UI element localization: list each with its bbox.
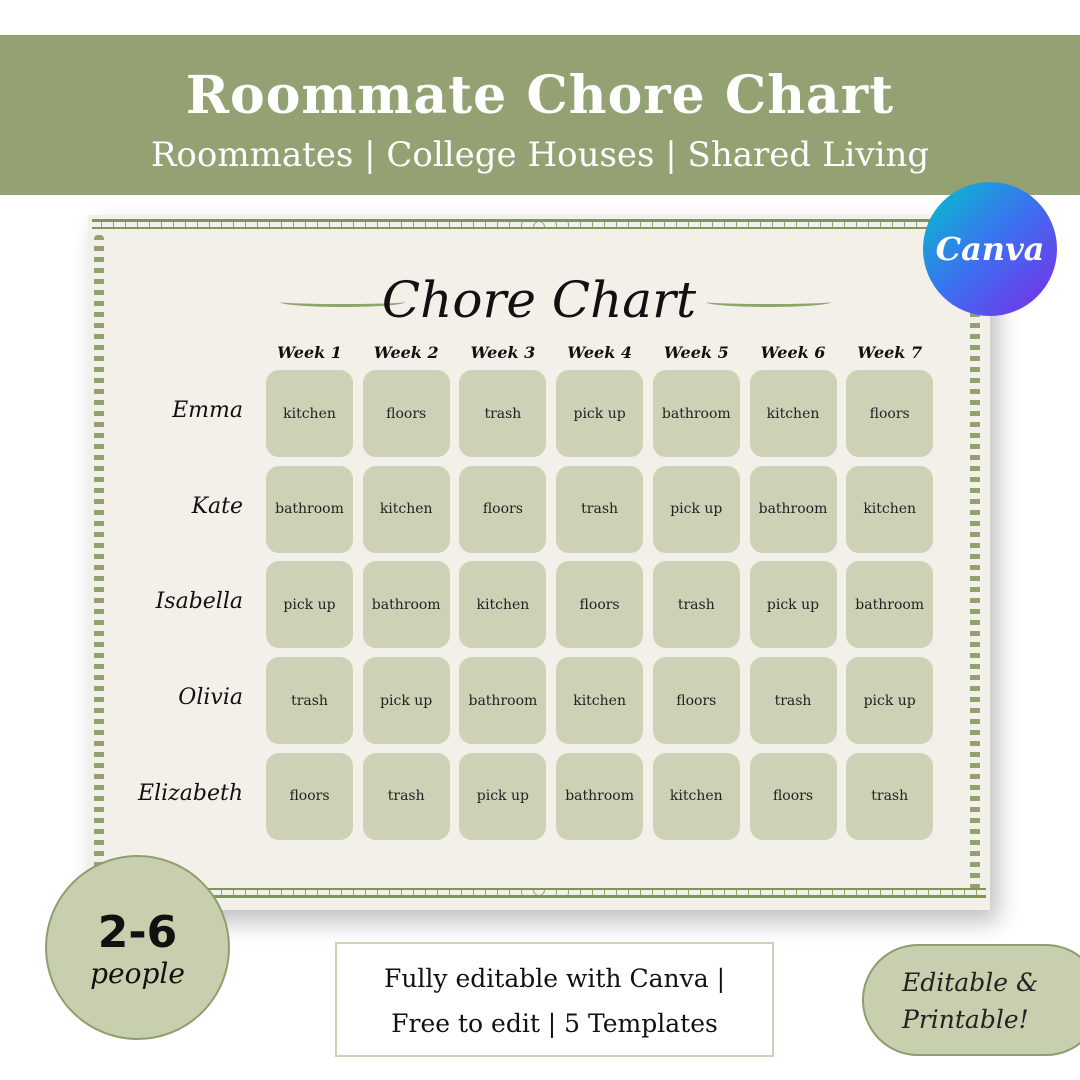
right-swash-ornament bbox=[706, 297, 831, 307]
chore-cell: trash bbox=[846, 752, 934, 840]
chore-cell: kitchen bbox=[362, 465, 450, 553]
people-badge: 2-6 people bbox=[45, 855, 230, 1040]
editable-printable-pill: Editable & Printable! bbox=[862, 944, 1080, 1056]
header-banner: Roommate Chore Chart Roommates | College… bbox=[0, 35, 1080, 195]
chore-cell: kitchen bbox=[459, 561, 547, 649]
roommate-name: Olivia bbox=[178, 685, 243, 711]
bottom-border bbox=[92, 888, 986, 898]
right-vine-border bbox=[970, 235, 980, 890]
week-header: Week 6 bbox=[760, 343, 826, 362]
chore-cell: kitchen bbox=[556, 657, 644, 745]
chore-cell: pick up bbox=[652, 465, 740, 553]
roommate-name: Kate bbox=[191, 493, 243, 519]
chore-cell: kitchen bbox=[266, 370, 353, 457]
chore-cell: trash bbox=[652, 561, 740, 649]
top-border bbox=[92, 219, 986, 229]
roommate-name: Isabella bbox=[155, 589, 243, 615]
chore-cell: bathroom bbox=[556, 752, 644, 840]
week-header: Week 5 bbox=[663, 343, 729, 362]
roommate-name: Elizabeth bbox=[138, 780, 243, 806]
chore-cell: pick up bbox=[846, 657, 934, 745]
chore-cell: trash bbox=[556, 465, 644, 553]
chore-cell: pick up bbox=[266, 561, 353, 649]
page-subtitle: Roommates | College Houses | Shared Livi… bbox=[150, 135, 930, 175]
chore-cell: pick up bbox=[459, 752, 547, 840]
chore-cell: floors bbox=[556, 561, 644, 649]
chore-cell: kitchen bbox=[749, 370, 837, 457]
chore-cell: pick up bbox=[556, 370, 644, 457]
chore-cell: pick up bbox=[749, 561, 837, 649]
page-title: Roommate Chore Chart bbox=[185, 65, 895, 126]
chore-chart-preview: Chore Chart Week 1 Week 2 Week 3 Week 4 Week… bbox=[88, 215, 990, 910]
canva-logo-text: Canva bbox=[935, 230, 1045, 268]
info-line-1: Fully editable with Canva | bbox=[383, 964, 725, 993]
chart-title: Chore Chart bbox=[381, 271, 697, 329]
chore-cell: floors bbox=[749, 752, 837, 840]
chore-cell: kitchen bbox=[652, 752, 740, 840]
chore-cell: floors bbox=[362, 370, 450, 457]
chore-cell: floors bbox=[266, 752, 353, 840]
chore-cell: trash bbox=[459, 370, 547, 457]
chore-cell: floors bbox=[652, 657, 740, 745]
chore-cell: trash bbox=[362, 752, 450, 840]
roommate-name: Emma bbox=[172, 398, 243, 423]
people-label: people bbox=[90, 957, 185, 990]
chore-cell: bathroom bbox=[362, 561, 450, 649]
info-line-2: Free to edit | 5 Templates bbox=[391, 1009, 718, 1038]
chore-cell: floors bbox=[459, 465, 547, 553]
week-header: Week 2 bbox=[373, 343, 439, 362]
chore-cell: bathroom bbox=[846, 561, 934, 649]
week-header: Week 3 bbox=[470, 343, 536, 362]
pill-line-2: Printable! bbox=[902, 1005, 1029, 1034]
people-count: 2-6 bbox=[97, 907, 178, 958]
chore-cell: floors bbox=[846, 370, 934, 457]
week-header: Week 7 bbox=[857, 343, 923, 362]
info-box: Fully editable with Canva | Free to edit… bbox=[335, 942, 774, 1057]
left-swash-ornament bbox=[280, 297, 405, 307]
chore-cell: trash bbox=[749, 657, 837, 745]
chore-cell: bathroom bbox=[749, 465, 837, 553]
left-vine-border bbox=[94, 235, 104, 890]
canva-logo: Canva bbox=[923, 182, 1057, 316]
chore-cell: pick up bbox=[362, 657, 450, 745]
chore-cell: bathroom bbox=[459, 657, 547, 745]
week-header: Week 4 bbox=[567, 343, 632, 362]
pill-line-1: Editable & bbox=[902, 968, 1039, 997]
chore-cell: bathroom bbox=[652, 370, 740, 457]
chore-cell: bathroom bbox=[266, 465, 353, 553]
chore-cell: trash bbox=[266, 657, 353, 745]
chore-cell: kitchen bbox=[846, 465, 934, 553]
week-header: Week 1 bbox=[277, 343, 342, 362]
